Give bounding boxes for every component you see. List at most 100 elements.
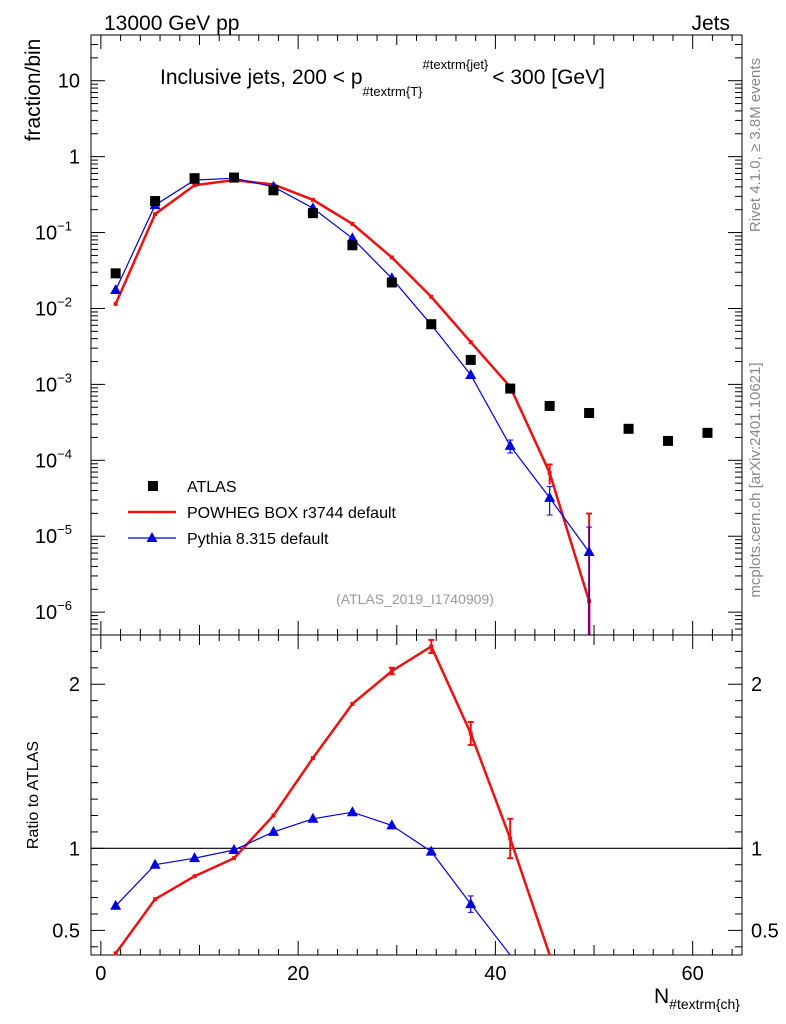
powheg-point [192,183,197,188]
main-y-tick-mantissa: 10 [35,223,57,245]
plot-title-main: Inclusive jets, 200 < p [160,66,363,89]
ratio-pythia-point [386,819,398,830]
header-jets-label: Jets [691,12,730,35]
ratio-powheg-point [350,701,355,706]
ratio-plot-panel: Ratio to ATLAS N#textrm{ch} 0 20 40 60 0.5 0.… [25,634,779,1012]
ratio-y-tick-label-right: 0.5 [751,920,779,942]
main-y-axis-label: fraction/bin [22,39,45,142]
mcplots-label: mcplots.cern.ch [arXiv:2401.10621] [747,362,764,597]
main-y-tick-mantissa: 10 [35,602,57,624]
powheg-point [113,301,118,306]
main-y-tick-label: 1 [69,147,80,169]
main-y-tick-mantissa: 10 [35,450,57,472]
ratio-y-tick-label: 0.5 [52,920,80,942]
atlas-point [268,185,279,196]
legend-pythia-label: Pythia 8.315 default [187,531,329,548]
powheg-point [350,221,355,226]
main-y-tick-mantissa: 10 [35,298,57,320]
powheg-point [389,255,394,260]
atlas-point [110,268,121,279]
x-tick-label: 60 [682,963,704,985]
ratio-powheg-point [271,813,276,818]
main-y-tick-exponent: −4 [57,446,72,461]
x-tick-label: 20 [287,963,309,985]
ratio-pythia-point [425,845,437,856]
x-tick-label: 40 [484,963,506,985]
atlas-point [426,319,437,330]
main-y-tick-exponent: −3 [57,370,72,385]
atlas-point [465,354,476,365]
pythia-point [346,232,358,243]
atlas-point [544,400,555,411]
main-y-tick-mantissa: 10 [58,71,80,93]
ratio-y-tick-label-right: 1 [751,838,762,860]
ratio-y-axis-label: Ratio to ATLAS [25,741,42,849]
atlas-point [347,240,358,251]
ratio-pythia-point [307,812,319,823]
pythia-point [544,491,556,502]
atlas-point [386,277,397,288]
ratio-pythia-point [149,858,161,869]
atlas-point [505,383,516,394]
atlas-point [229,172,240,183]
legend-powheg-label: POWHEG BOX r3744 default [187,505,397,522]
ratio-pythia-line [115,811,511,956]
legend: ATLAS POWHEG BOX r3744 default Pythia 8.… [128,479,397,548]
plot-title-superscript: #textrm{jet} [423,57,489,72]
pythia-point [583,545,595,556]
ratio-powheg-point [310,756,315,761]
main-y-tick-exponent: −2 [57,294,72,309]
main-plot-panel: Inclusive jets, 200 < p#textrm{T} #textrm… [22,34,743,636]
powheg-point [310,197,315,202]
ratio-powheg-point [232,856,237,861]
main-y-tick-label: 10−4 [35,446,72,472]
ratio-powheg-point [192,874,197,879]
rivet-version-label: Rivet 4.1.0, ≥ 3.8M events [747,58,764,232]
ratio-powheg-line [114,644,551,956]
main-y-tick-label: 10 [58,71,80,93]
plot-title: Inclusive jets, 200 < p#textrm{T} #textrm… [160,57,605,99]
main-y-tick-mantissa: 10 [35,526,57,548]
main-y-tick-label: 10−3 [35,370,72,396]
atlas-point [702,427,713,438]
x-axis-label: N#textrm{ch} [654,985,740,1012]
legend-atlas-label: ATLAS [187,479,237,496]
ratio-pythia-point [189,852,201,863]
main-y-tick-label: 10−6 [35,598,72,624]
x-axis-label-subscript: #textrm{ch} [669,996,740,1012]
ratio-pythia-point [465,898,477,909]
main-y-tick-mantissa: 10 [35,374,57,396]
main-y-tick-exponent: −1 [57,219,72,234]
atlas-point [307,208,318,219]
powheg-point [429,294,434,299]
ratio-y-tick-label: 2 [69,674,80,696]
ratio-pythia-point [110,899,122,910]
main-y-tick-exponent: −5 [57,522,72,537]
ratio-powheg-point [153,897,158,902]
ratio-y-tick-label-right: 2 [751,674,762,696]
powheg-point [468,340,473,345]
main-y-tick-exponent: −6 [57,598,72,613]
atlas-point [189,173,200,184]
plot-title-subscript: #textrm{T} [363,84,424,99]
atlas-point [623,423,634,434]
atlas-point [150,196,161,207]
x-tick-label: 0 [95,963,106,985]
main-y-tick-label: 10−1 [35,219,72,245]
ratio-pythia-point [346,806,358,817]
atlas-point [663,435,674,446]
legend-atlas-marker [148,481,158,491]
ratio-y-tick-label: 1 [69,838,80,860]
ratio-powheg-point [113,951,118,956]
x-axis-label-main: N [654,985,669,1008]
ratio-plot-frame [90,634,743,956]
main-y-tick-label: 10−2 [35,294,72,320]
powheg-series-line [114,178,591,635]
pythia-point [465,368,477,379]
ratio-pythia-point [267,825,279,836]
pythia-point [504,439,516,450]
main-y-tick-label: 10−5 [35,522,72,548]
ratio-pythia-point [228,843,240,854]
powheg-point [153,212,158,217]
